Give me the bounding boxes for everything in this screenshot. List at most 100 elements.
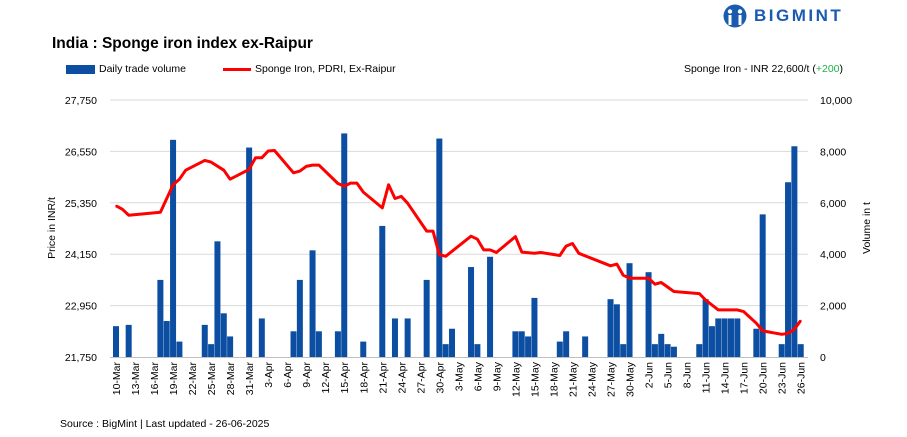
volume-bar	[468, 267, 475, 357]
price-point	[248, 168, 250, 171]
price-point	[742, 310, 745, 313]
price-point	[299, 170, 301, 172]
logo-text: BIGMINT	[754, 6, 844, 25]
bigmint-logo-icon	[723, 4, 747, 28]
price-point	[159, 211, 162, 214]
y-left-axis-title: Price in INR/t	[46, 197, 58, 259]
price-point	[305, 165, 308, 168]
volume-bar	[778, 344, 785, 357]
volume-bar	[163, 321, 170, 357]
price-point	[514, 235, 517, 238]
price-point	[622, 274, 624, 276]
volume-bar	[334, 331, 341, 357]
x-tick-label: 14-Jun	[720, 362, 732, 394]
volume-bar	[531, 297, 538, 357]
y-left-tick-label: 27,750	[65, 95, 97, 107]
price-point	[184, 169, 187, 172]
x-tick-label: 17-Jun	[739, 362, 751, 394]
x-tick-label: 2-Jun	[644, 362, 656, 388]
y-right-axis-title: Volume in t	[861, 202, 873, 254]
legend-item-volume: Daily trade volume	[66, 63, 186, 75]
price-point	[362, 191, 365, 193]
x-tick-label: 31-Mar	[244, 362, 256, 396]
x-tick-label: 21-Apr	[377, 361, 389, 393]
price-point	[520, 251, 523, 253]
legend-bar-swatch	[66, 64, 95, 74]
volume-bar	[125, 324, 132, 357]
y-left-tick-label: 22,950	[65, 301, 97, 313]
price-point	[400, 195, 403, 198]
x-tick-label: 21-May	[567, 361, 579, 397]
price-point	[425, 230, 428, 232]
y-right-tick-label: 6,000	[820, 198, 846, 210]
volume-bar	[658, 333, 665, 357]
x-tick-label: 3-May	[453, 361, 465, 391]
volume-bar	[582, 336, 589, 357]
price-point	[533, 252, 536, 255]
x-tick-label: 23-Jun	[777, 362, 789, 394]
chart-title: India : Sponge iron index ex-Raipur	[52, 35, 313, 52]
legend-line-swatch	[223, 67, 251, 71]
volume-bar	[670, 346, 677, 357]
volume-bar	[664, 344, 671, 357]
volume-bar	[715, 318, 722, 357]
volume-bar	[296, 279, 303, 357]
x-tick-label: 18-May	[548, 361, 560, 397]
x-tick-label: 16-Mar	[149, 362, 161, 396]
y-left-tick-label: 24,150	[65, 249, 97, 261]
volume-bar	[525, 336, 532, 357]
volume-bar	[651, 344, 658, 357]
price-point	[673, 290, 675, 293]
volume-bar	[360, 341, 367, 357]
price-point	[761, 330, 764, 332]
volume-bar	[176, 341, 183, 357]
x-tick-label: 9-Apr	[301, 362, 313, 388]
x-tick-label: 24-Apr	[396, 361, 408, 393]
price-point	[628, 277, 631, 279]
x-tick-label: 6-Apr	[282, 362, 294, 388]
volume-bar	[727, 318, 734, 357]
price-point	[780, 333, 783, 336]
x-tick-label: 15-Apr	[339, 361, 351, 393]
volume-bar	[290, 331, 297, 357]
x-tick-label: 11-Jun	[701, 362, 713, 393]
volume-bar	[208, 344, 215, 357]
volume-bar	[518, 331, 525, 357]
x-tick-label: 10-Mar	[111, 362, 123, 396]
x-tick-label: 27-Apr	[415, 361, 427, 393]
x-tick-label: 30-Apr	[434, 361, 446, 393]
price-point	[647, 277, 650, 279]
volume-bar	[258, 318, 265, 357]
price-point	[495, 251, 498, 254]
price-point	[438, 253, 441, 256]
price-point	[178, 178, 181, 181]
volume-bar	[436, 138, 443, 357]
x-tick-label: 12-Apr	[320, 361, 332, 393]
volume-bar	[309, 250, 316, 357]
price-point	[172, 184, 174, 186]
volume-bar	[214, 241, 221, 357]
y-left-tick-label: 26,550	[65, 146, 97, 158]
price-note-end: )	[839, 63, 844, 75]
volume-bar	[404, 318, 411, 357]
price-point	[356, 182, 358, 184]
volume-bar	[391, 318, 398, 357]
price-point	[799, 319, 802, 322]
price-point	[476, 238, 479, 241]
volume-bar	[512, 331, 519, 357]
price-point	[578, 252, 580, 255]
price-point	[115, 204, 117, 207]
price-point	[609, 264, 612, 267]
volume-bar	[423, 279, 430, 357]
price-point	[273, 149, 276, 152]
volume-bar	[474, 344, 481, 357]
price-change: +200	[815, 63, 840, 75]
price-point	[539, 251, 542, 254]
price-point	[349, 182, 352, 184]
price-point	[736, 309, 739, 311]
price-point	[698, 292, 701, 295]
volume-bar	[246, 147, 253, 357]
price-point	[654, 283, 656, 285]
